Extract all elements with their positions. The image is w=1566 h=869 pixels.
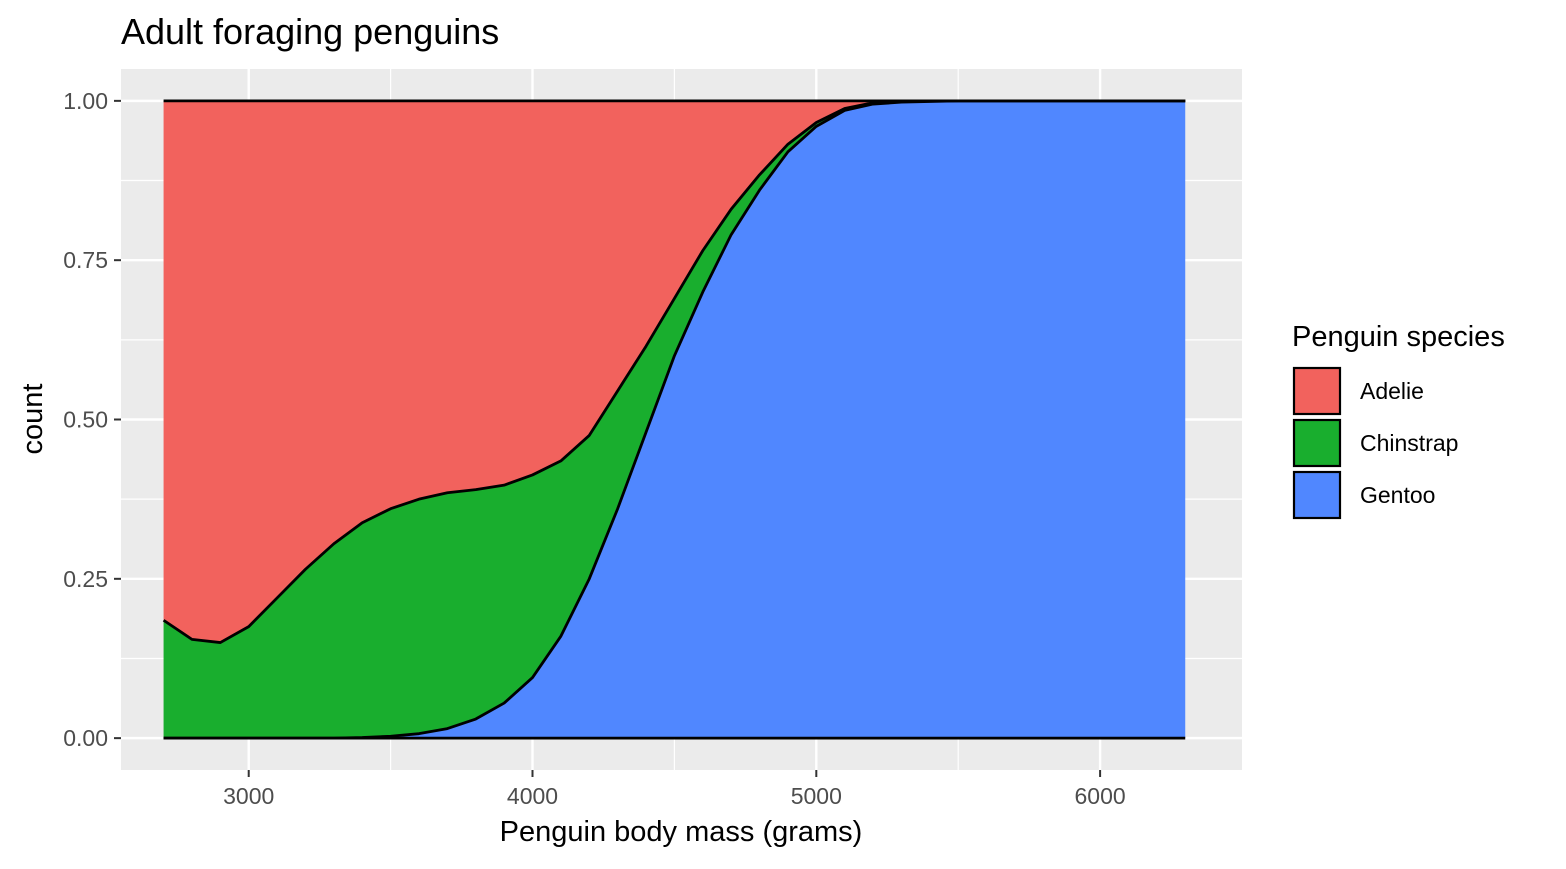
x-tick-label: 4000 <box>507 783 558 809</box>
area-adelie <box>163 100 1186 643</box>
legend-swatch-gentoo <box>1292 470 1342 520</box>
x-tick-label: 3000 <box>223 783 274 809</box>
y-axis: 0.00 0.25 0.50 0.75 1.00 <box>63 88 121 751</box>
y-tick-label: 0.75 <box>63 247 108 273</box>
x-tick-label: 6000 <box>1075 783 1126 809</box>
legend: Penguin species Adelie Chinstrap Gentoo <box>1292 321 1505 520</box>
y-tick-label: 0.25 <box>63 566 108 592</box>
legend-label-gentoo: Gentoo <box>1360 482 1435 508</box>
area-layers <box>162 99 1186 740</box>
y-tick-label: 0.50 <box>63 407 108 433</box>
legend-label-adelie: Adelie <box>1360 378 1424 404</box>
legend-label-chinstrap: Chinstrap <box>1360 430 1458 456</box>
area-gentoo <box>163 100 1186 739</box>
legend-swatch-adelie <box>1292 366 1342 416</box>
legend-items: Adelie Chinstrap Gentoo <box>1292 366 1458 520</box>
y-tick-label: 0.00 <box>63 725 108 751</box>
legend-swatch-chinstrap <box>1292 418 1342 468</box>
legend-title: Penguin species <box>1292 321 1505 353</box>
x-axis: 3000 4000 5000 6000 <box>223 770 1126 809</box>
x-tick-label: 5000 <box>791 783 842 809</box>
x-axis-title: Penguin body mass (grams) <box>500 816 863 848</box>
y-axis-title: count <box>17 384 49 455</box>
area-chinstrap <box>163 100 1186 739</box>
y-tick-label: 1.00 <box>63 88 108 114</box>
chart-title: Adult foraging penguins <box>121 11 499 52</box>
